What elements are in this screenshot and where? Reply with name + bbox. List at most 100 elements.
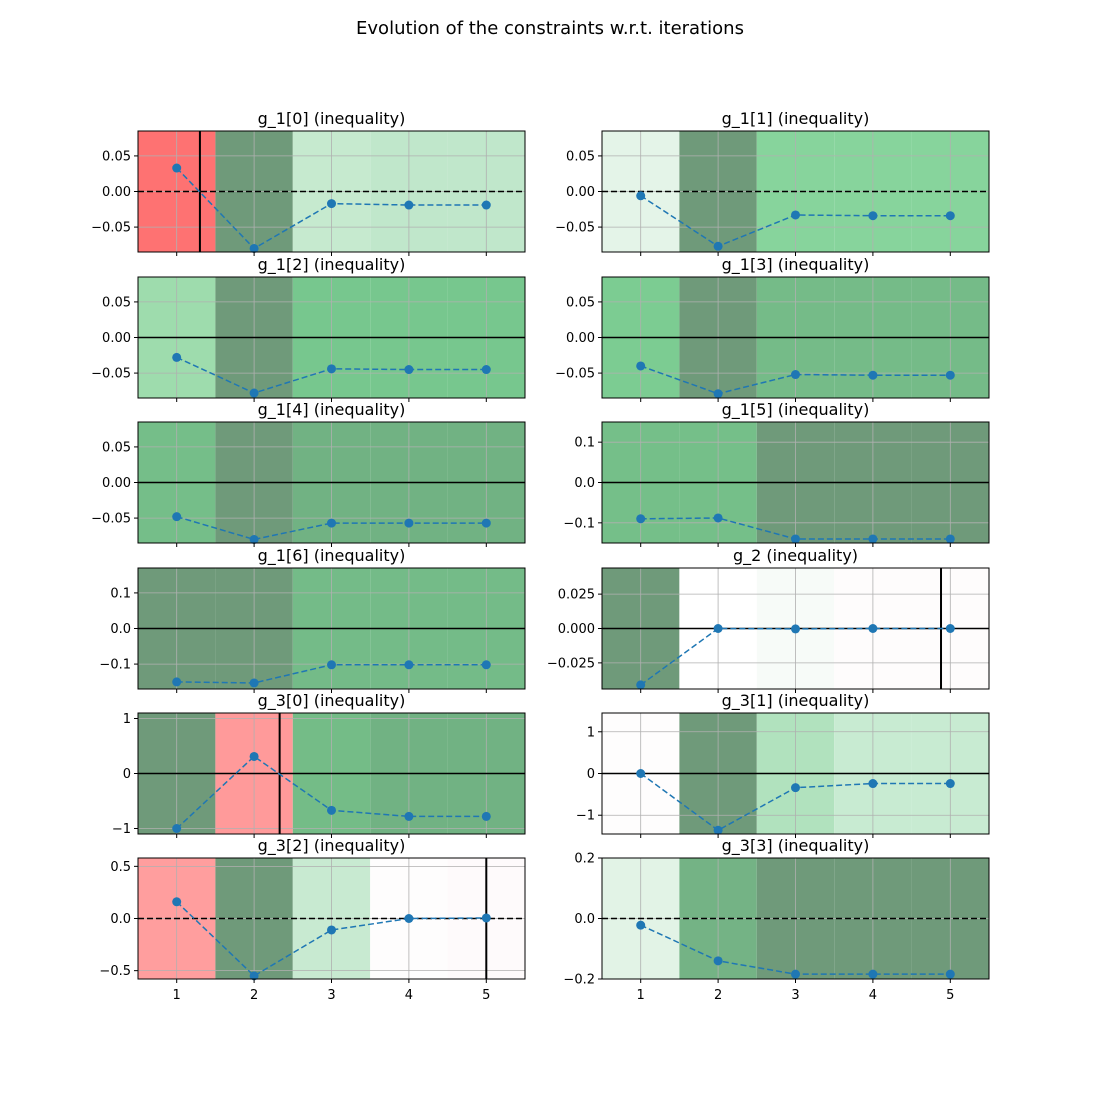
data-point (945, 779, 955, 789)
y-tick-label: −0.05 (91, 512, 131, 527)
y-tick-label: −1 (112, 822, 131, 837)
data-point (713, 956, 723, 966)
subplot-title: g_3[1] (inequality) (722, 691, 870, 711)
series-line (176, 901, 487, 977)
subplot-title: g_1[0] (inequality) (258, 109, 406, 129)
subplot-11: −0.2 0.0 0.2 1 2 3 4 5 g_3[3] (inequality) (563, 836, 990, 1003)
y-tick-label: 0.0 (574, 476, 595, 491)
y-tick-label: 0.05 (102, 440, 131, 455)
y-tick-label: 0 (587, 767, 595, 782)
data-point (172, 677, 182, 687)
x-tick-label: 5 (946, 988, 954, 1003)
data-point (945, 624, 955, 633)
subplot-title: g_3[0] (inequality) (258, 691, 406, 711)
data-point (327, 518, 336, 528)
data-point (404, 811, 414, 821)
data-point (868, 534, 878, 544)
y-tick-label: 0.2 (574, 852, 595, 867)
data-point (481, 200, 491, 210)
data-point (249, 751, 259, 761)
data-point (713, 825, 723, 835)
data-point (945, 370, 955, 380)
data-point (791, 210, 800, 220)
y-tick-label: 0.0 (110, 912, 131, 927)
data-point (868, 211, 878, 221)
subplot-title: g_1[5] (inequality) (722, 400, 870, 420)
y-tick-label: 0.025 (558, 588, 595, 603)
y-tick-label: 0.0 (110, 622, 131, 637)
data-point (249, 388, 259, 398)
y-tick-label: 0.00 (102, 331, 131, 346)
subplot-8: −1 0 1 g_3[0] (inequality) (112, 691, 526, 838)
y-tick-label: 0.05 (566, 149, 595, 164)
y-tick-label: −0.05 (555, 367, 595, 382)
y-tick-label: −0.1 (99, 658, 131, 673)
data-point (172, 163, 182, 173)
subplot-title: g_1[3] (inequality) (722, 255, 870, 275)
y-tick-label: −1 (576, 809, 595, 824)
x-tick-label: 4 (869, 988, 877, 1003)
data-point (791, 783, 800, 793)
data-point (481, 811, 491, 821)
data-point (481, 365, 491, 375)
subplot-title: g_3[3] (inequality) (722, 836, 870, 856)
y-tick-label: 0.5 (110, 860, 131, 875)
series-line (640, 365, 951, 395)
x-tick-label: 2 (250, 988, 258, 1003)
x-tick-label: 2 (714, 988, 722, 1003)
data-point (636, 680, 646, 690)
y-tick-label: −0.2 (563, 973, 595, 988)
data-point (249, 678, 259, 688)
data-point (713, 624, 723, 633)
data-point (636, 920, 646, 930)
x-tick-label: 4 (405, 988, 413, 1003)
x-tick-label: 1 (173, 988, 181, 1003)
subplot-title: g_1[6] (inequality) (258, 546, 406, 566)
data-point (713, 513, 723, 523)
data-point (327, 805, 336, 815)
data-point (327, 925, 336, 935)
y-tick-label: 0.05 (102, 149, 131, 164)
data-point (404, 518, 414, 528)
y-tick-label: 1 (587, 725, 595, 740)
data-point (249, 534, 259, 544)
y-tick-label: 0.00 (102, 185, 131, 200)
y-tick-label: 0.00 (566, 331, 595, 346)
data-point (481, 518, 491, 528)
subplot-5: −0.1 0.0 0.1 g_1[5] (inequality) (563, 400, 990, 547)
data-point (636, 361, 646, 371)
subplot-title: g_1[2] (inequality) (258, 255, 406, 275)
data-point (636, 514, 646, 524)
y-tick-label: 0.1 (110, 586, 131, 601)
data-point (945, 534, 955, 544)
data-point (636, 769, 646, 778)
data-point (172, 352, 182, 362)
data-point (868, 624, 878, 633)
subplot-4: −0.05 0.00 0.05 g_1[4] (inequality) (91, 400, 526, 547)
y-tick-label: 0.0 (574, 912, 595, 927)
y-tick-label: −0.5 (99, 964, 131, 979)
x-tick-label: 3 (791, 988, 799, 1003)
data-point (249, 243, 259, 253)
y-tick-label: 0.00 (566, 185, 595, 200)
data-point (172, 824, 182, 833)
data-point (945, 969, 955, 979)
data-point (327, 364, 336, 374)
subplot-7: −0.025 0.000 0.025 g_2 (inequality) (547, 546, 990, 693)
data-point (636, 191, 646, 201)
data-point (791, 534, 800, 544)
subplot-title: g_1[4] (inequality) (258, 400, 406, 420)
y-tick-label: 0 (123, 767, 131, 782)
y-tick-label: −0.05 (91, 221, 131, 236)
series-line (176, 515, 487, 541)
data-point (327, 660, 336, 670)
y-tick-label: 0.05 (566, 295, 595, 310)
y-tick-label: 0.05 (102, 295, 131, 310)
data-point (713, 241, 723, 251)
data-point (868, 779, 878, 789)
subplot-6: −0.1 0.0 0.1 g_1[6] (inequality) (99, 546, 526, 693)
subplot-title: g_1[1] (inequality) (722, 109, 870, 129)
x-tick-label: 3 (327, 988, 335, 1003)
subplot-2: −0.05 0.00 0.05 g_1[2] (inequality) (91, 255, 526, 402)
y-tick-label: −0.05 (555, 221, 595, 236)
